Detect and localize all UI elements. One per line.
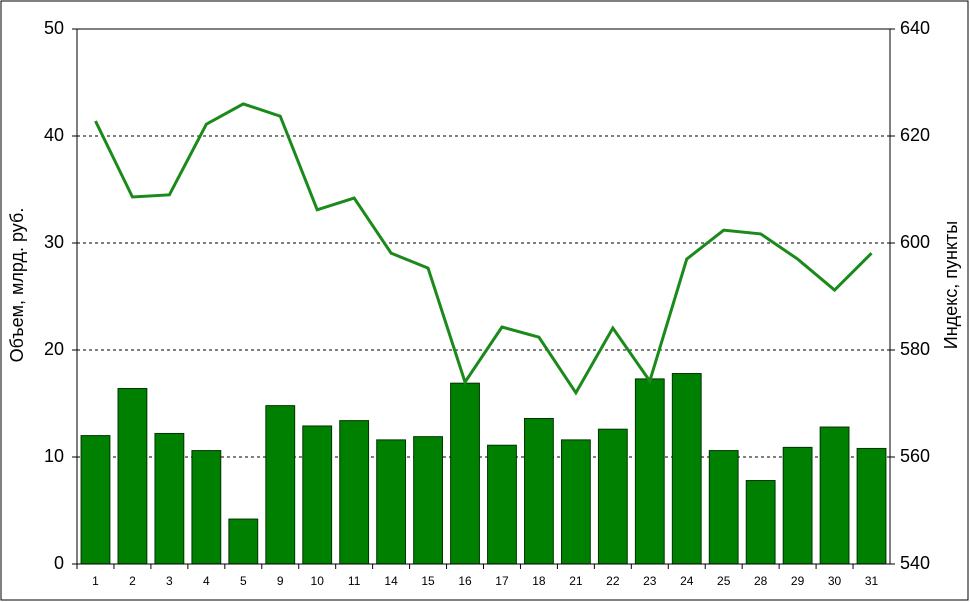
bar: [708, 450, 739, 565]
y2-axis-label: Индекс, пункты: [941, 221, 961, 349]
bar: [560, 439, 591, 565]
bar: [413, 436, 443, 565]
line: [94, 102, 873, 396]
bar: [856, 447, 887, 565]
bar: [376, 439, 407, 565]
bar: [265, 405, 296, 565]
x-tick-label: 1: [92, 574, 99, 588]
bar: [339, 420, 370, 565]
x-tick-label: 4: [203, 574, 210, 588]
x-tick-label: 30: [828, 574, 842, 588]
bar: [597, 428, 628, 565]
x-tick-label: 5: [240, 574, 247, 588]
x-tick-label: 24: [680, 574, 694, 588]
x-tick-label: 29: [791, 574, 805, 588]
y2-tick-label: 560: [900, 446, 930, 466]
x-tick-label: 2: [129, 574, 136, 588]
x-tick-label: 22: [606, 574, 620, 588]
y-tick-label: 10: [44, 446, 64, 466]
x-tick-label: 14: [384, 574, 398, 588]
bar: [634, 378, 665, 565]
y-axis-label: Объем, млрд. руб.: [7, 208, 27, 363]
y2-tick-label: 600: [900, 232, 930, 252]
x-tick-label: 9: [277, 574, 284, 588]
y2-tick-label: 620: [900, 125, 930, 145]
plot-frame: [76, 28, 891, 565]
x-tick-label: 21: [569, 574, 583, 588]
bar: [228, 518, 259, 565]
bar: [80, 435, 111, 565]
bar: [154, 432, 185, 565]
y2-tick-label: 580: [900, 339, 930, 359]
bar: [450, 382, 480, 565]
y2-tick-label: 540: [900, 553, 930, 573]
x-tick-label: 18: [532, 574, 546, 588]
bar: [191, 450, 222, 565]
x-tick-label: 25: [717, 574, 731, 588]
bar: [524, 417, 554, 565]
bar: [819, 426, 850, 565]
x-tick-label: 16: [458, 574, 472, 588]
y-tick-label: 30: [44, 232, 64, 252]
x-tick-label: 3: [166, 574, 173, 588]
bar: [671, 373, 702, 565]
x-tick-label: 31: [865, 574, 879, 588]
x-tick-label: 10: [311, 574, 325, 588]
bar: [487, 444, 517, 565]
y-tick-label: 0: [54, 553, 64, 573]
y-tick-label: 40: [44, 125, 64, 145]
x-tick-label: 17: [495, 574, 509, 588]
bar: [117, 388, 148, 565]
y-tick-label: 20: [44, 339, 64, 359]
x-tick-label: 15: [421, 574, 435, 588]
x-tick-label: 28: [754, 574, 768, 588]
y-tick-label: 50: [44, 18, 64, 38]
y2-tick-label: 640: [900, 18, 930, 38]
bar: [745, 480, 776, 565]
x-tick-label: 11: [348, 574, 361, 588]
x-tick-label: 23: [643, 574, 657, 588]
bar: [782, 446, 813, 565]
bar: [302, 425, 333, 565]
